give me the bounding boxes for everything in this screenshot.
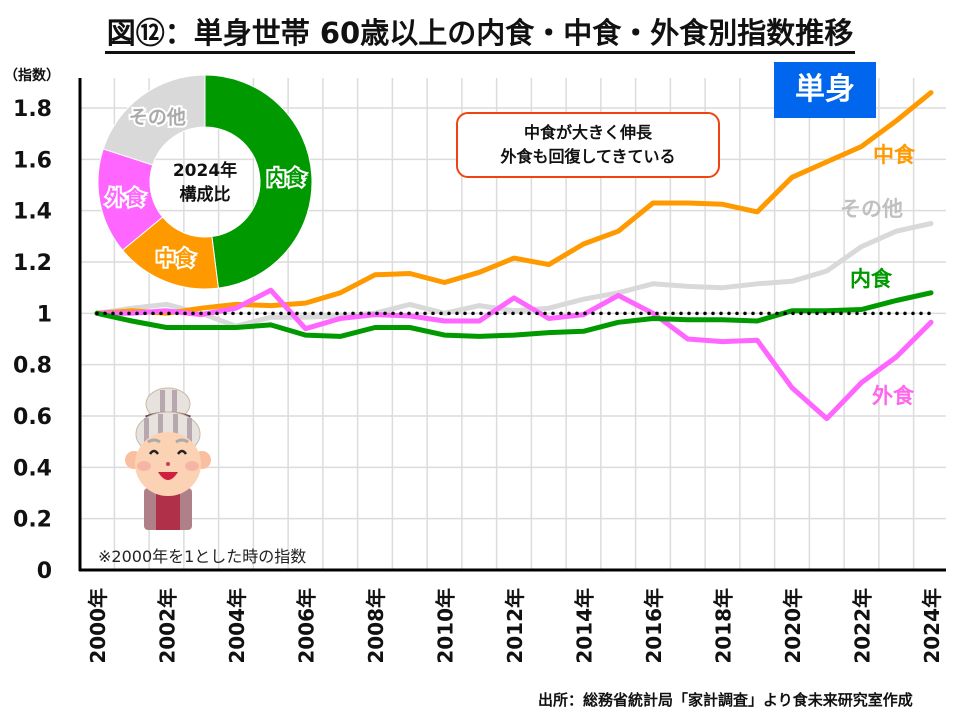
donut-slice-内食 xyxy=(204,74,313,289)
x-axis-ticks: 2000年 2002年 2004年 2006年 2008年 2010年 2012年 2014年… xyxy=(86,588,944,664)
callout-line-1: 中食が大きく伸長 xyxy=(523,123,652,142)
y-tick-label: 1.6 xyxy=(13,148,52,173)
x-tick-label: 2016年 xyxy=(642,588,666,664)
x-tick-label: 2008年 xyxy=(364,588,388,664)
x-tick-label: 2022年 xyxy=(851,588,875,664)
donut-center-year: 2024年 xyxy=(173,160,237,181)
grid xyxy=(80,78,946,570)
index-note: ※2000年を1とした時の指数 xyxy=(98,547,307,566)
callout-line-2: 外食も回復してきている xyxy=(500,147,676,166)
y-tick-label: 1.4 xyxy=(13,200,52,225)
x-tick-label: 2000年 xyxy=(86,588,110,664)
single-household-badge: 単身 xyxy=(774,62,876,118)
x-tick-label: 2012年 xyxy=(503,588,527,664)
donut-label-外食: 外食 xyxy=(106,186,145,209)
y-tick-label: 1.2 xyxy=(13,251,52,276)
series-label-内食: 内食 xyxy=(850,267,893,291)
x-tick-label: 2006年 xyxy=(295,588,319,664)
y-tick-label: 0.2 xyxy=(13,508,52,533)
donut-label-内食: 内食 xyxy=(267,166,306,189)
y-tick-label: 1.8 xyxy=(13,97,52,122)
source-credit: 出所：総務省統計局「家計調査」より食未来研究室作成 xyxy=(538,691,913,709)
series-line-中食 xyxy=(94,90,934,316)
series-line-内食 xyxy=(94,290,934,339)
series-line-外食 xyxy=(94,287,934,422)
grandma-illustration-icon xyxy=(125,387,211,530)
y-tick-label: 0.4 xyxy=(13,456,52,481)
donut-center-caption: 構成比 xyxy=(180,184,231,205)
x-tick-label: 2002年 xyxy=(156,588,180,664)
x-tick-label: 2018年 xyxy=(712,588,736,664)
y-axis-ticks: 0 0.2 0.4 0.6 0.8 1 1.2 1.4 1.6 1.8 xyxy=(13,97,52,584)
donut-label-中食: 中食 xyxy=(156,246,195,269)
x-tick-label: 2014年 xyxy=(573,588,597,664)
x-tick-label: 2020年 xyxy=(781,588,805,664)
y-tick-label: 0.8 xyxy=(13,354,52,379)
chart-title: 図⑫：単身世帯 60歳以上の内食・中食・外食別指数推移 xyxy=(0,10,960,54)
x-tick-label: 2010年 xyxy=(434,588,458,664)
x-tick-label: 2004年 xyxy=(225,588,249,664)
callout-box: 中食が大きく伸長 外食も回復してきている xyxy=(456,112,720,178)
donut-label-その他: その他 xyxy=(129,105,186,128)
y-axis-label: （指数） xyxy=(4,67,60,84)
series-label-その他: その他 xyxy=(840,197,903,221)
donut-slice-その他 xyxy=(102,74,206,166)
series-lines xyxy=(94,90,934,422)
x-tick-label: 2024年 xyxy=(920,588,944,664)
series-label-中食: 中食 xyxy=(873,143,916,167)
series-label-外食: 外食 xyxy=(872,384,915,408)
y-tick-label: 1 xyxy=(37,302,52,327)
y-tick-label: 0 xyxy=(37,559,52,584)
y-tick-label: 0.6 xyxy=(13,405,52,430)
chart-title-text: 図⑫：単身世帯 60歳以上の内食・中食・外食別指数推移 xyxy=(104,16,856,54)
